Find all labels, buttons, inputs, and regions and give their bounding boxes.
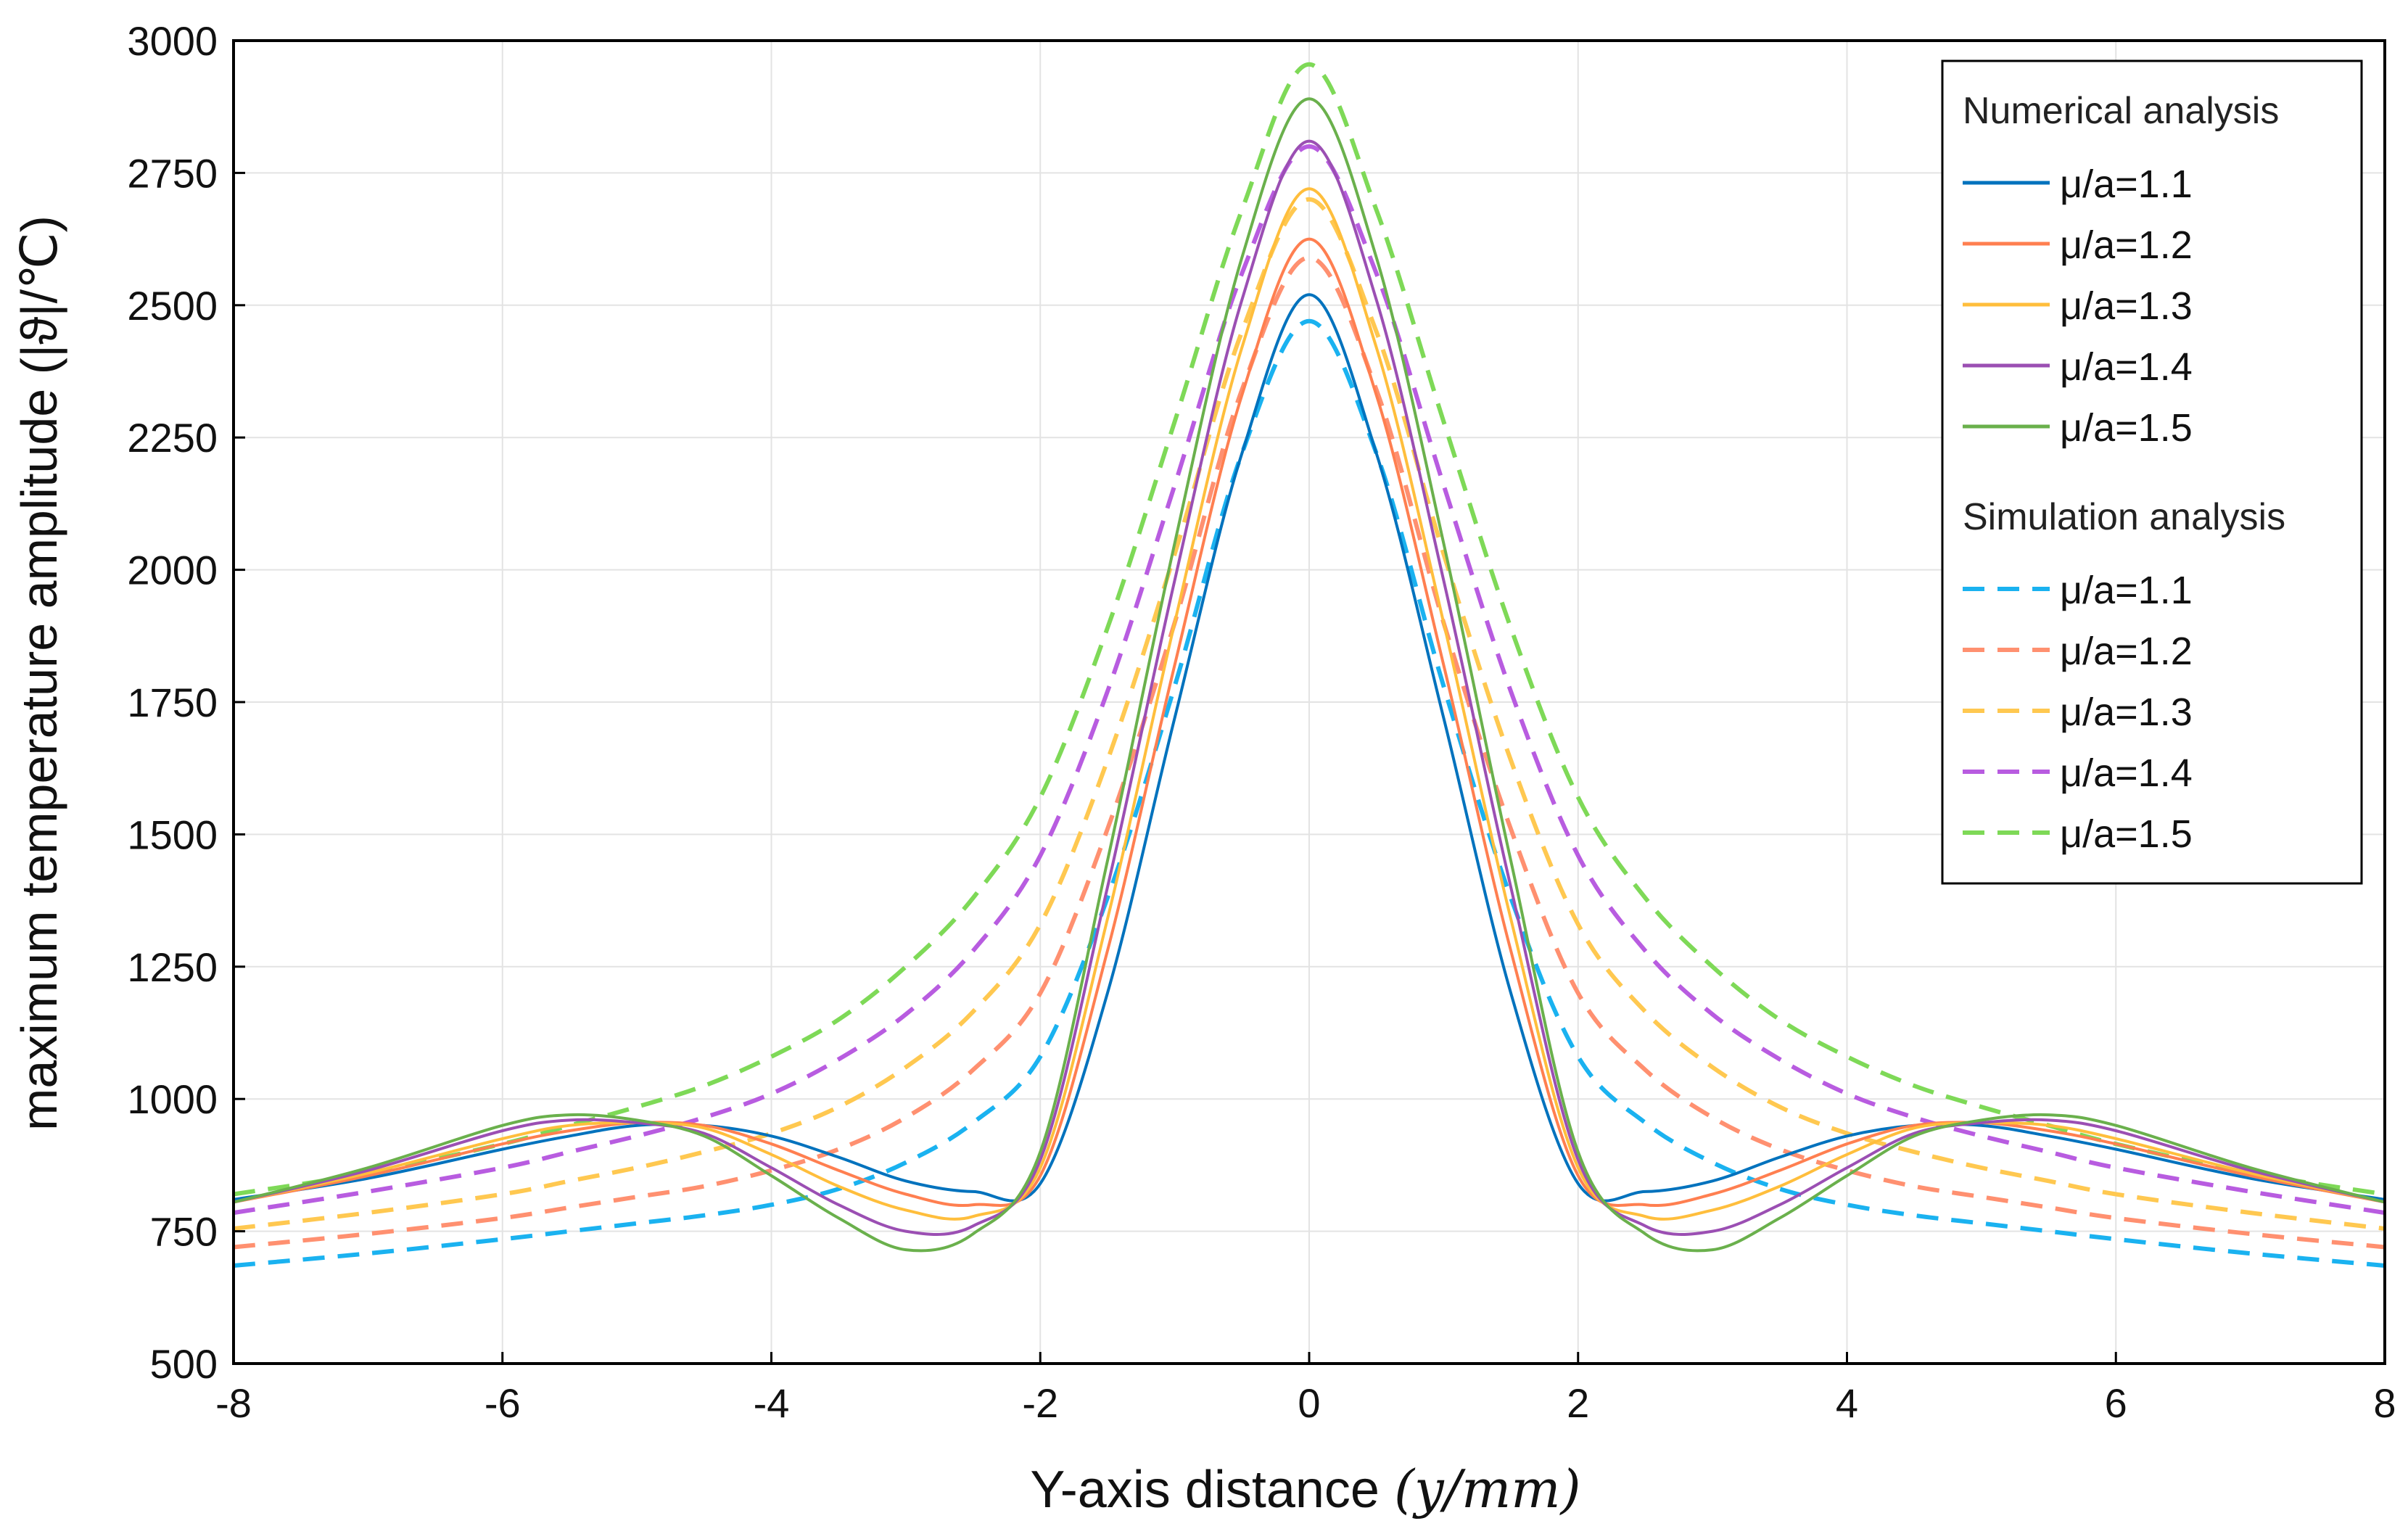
numerical-series-line-mu-a-1-2 <box>233 237 2386 1207</box>
y-tick-label: 3000 <box>127 18 218 64</box>
x-tick-label: -6 <box>485 1380 521 1426</box>
simulation-series-line-mu-a-1-4 <box>233 144 2386 1216</box>
y-tick-label: 2250 <box>127 415 218 461</box>
y-tick-label: 500 <box>150 1341 218 1387</box>
simulation-series-line-mu-a-1-5 <box>233 62 2386 1197</box>
legend-entry-label: μ/a=1.4 <box>2060 751 2193 795</box>
legend-group-heading: Numerical analysis <box>1963 90 2279 132</box>
x-axis-label-units: (𝑦/𝑚𝑚) <box>1394 1459 1581 1519</box>
legend-entry-label: μ/a=1.5 <box>2060 812 2193 856</box>
y-tick-label: 1250 <box>127 944 218 990</box>
plot-series <box>233 62 2386 1268</box>
legend-entry-label: μ/a=1.4 <box>2060 345 2193 389</box>
x-tick-label: -4 <box>754 1380 790 1426</box>
legend-items: Numerical analysis μ/a=1.1 μ/a=1.2 μ/a=1.3 μ… <box>1963 90 2285 856</box>
legend-entry-label: μ/a=1.1 <box>2060 569 2193 612</box>
legend-entry-label: μ/a=1.2 <box>2060 630 2193 673</box>
y-tick-label: 2750 <box>127 150 218 196</box>
legend-entry-label: μ/a=1.3 <box>2060 690 2193 734</box>
numerical-series-line-mu-a-1-5 <box>233 97 2386 1253</box>
x-tick-label: -2 <box>1022 1380 1058 1426</box>
y-tick-label: 750 <box>150 1209 218 1255</box>
legend-entry-label: μ/a=1.3 <box>2060 284 2193 328</box>
x-tick-label: 2 <box>1567 1380 1589 1426</box>
axis-ticks: -8 -6 -4 -2 0 2 4 6 8 500 750 1000 1250 1500 1750 2000 2… <box>127 18 2396 1426</box>
numerical-series-line-mu-a-1-3 <box>233 187 2386 1221</box>
x-tick-label: 4 <box>1836 1380 1858 1426</box>
legend-entry-label: μ/a=1.1 <box>2060 162 2193 206</box>
x-axis-label: Y-axis distance (𝑦/𝑚𝑚) <box>1030 1459 1580 1519</box>
y-axis-label: maximum temperature amplitude (|ϑ|/℃) <box>11 215 67 1131</box>
x-tick-label: 0 <box>1298 1380 1320 1426</box>
x-tick-label: -8 <box>215 1380 252 1426</box>
legend-entry-label: μ/a=1.2 <box>2060 223 2193 267</box>
y-tick-label: 2000 <box>127 548 218 593</box>
x-axis-label-text: Y-axis distance <box>1030 1461 1380 1519</box>
numerical-series-line-mu-a-1-4 <box>233 139 2386 1236</box>
legend-group-heading: Simulation analysis <box>1963 496 2285 538</box>
y-tick-label: 1500 <box>127 812 218 857</box>
y-tick-label: 1000 <box>127 1076 218 1122</box>
x-tick-label: 6 <box>2105 1380 2127 1426</box>
legend-entry-label: μ/a=1.5 <box>2060 406 2193 450</box>
simulation-series-line-mu-a-1-1 <box>233 318 2386 1268</box>
y-tick-label: 1750 <box>127 680 218 725</box>
legend: Numerical analysis μ/a=1.1 μ/a=1.2 μ/a=1.3 μ… <box>1941 59 2363 885</box>
legend-box <box>1941 59 2363 885</box>
y-tick-label: 2500 <box>127 283 218 329</box>
x-tick-label: 8 <box>2373 1380 2396 1426</box>
simulation-series-line-mu-a-1-3 <box>233 197 2386 1231</box>
